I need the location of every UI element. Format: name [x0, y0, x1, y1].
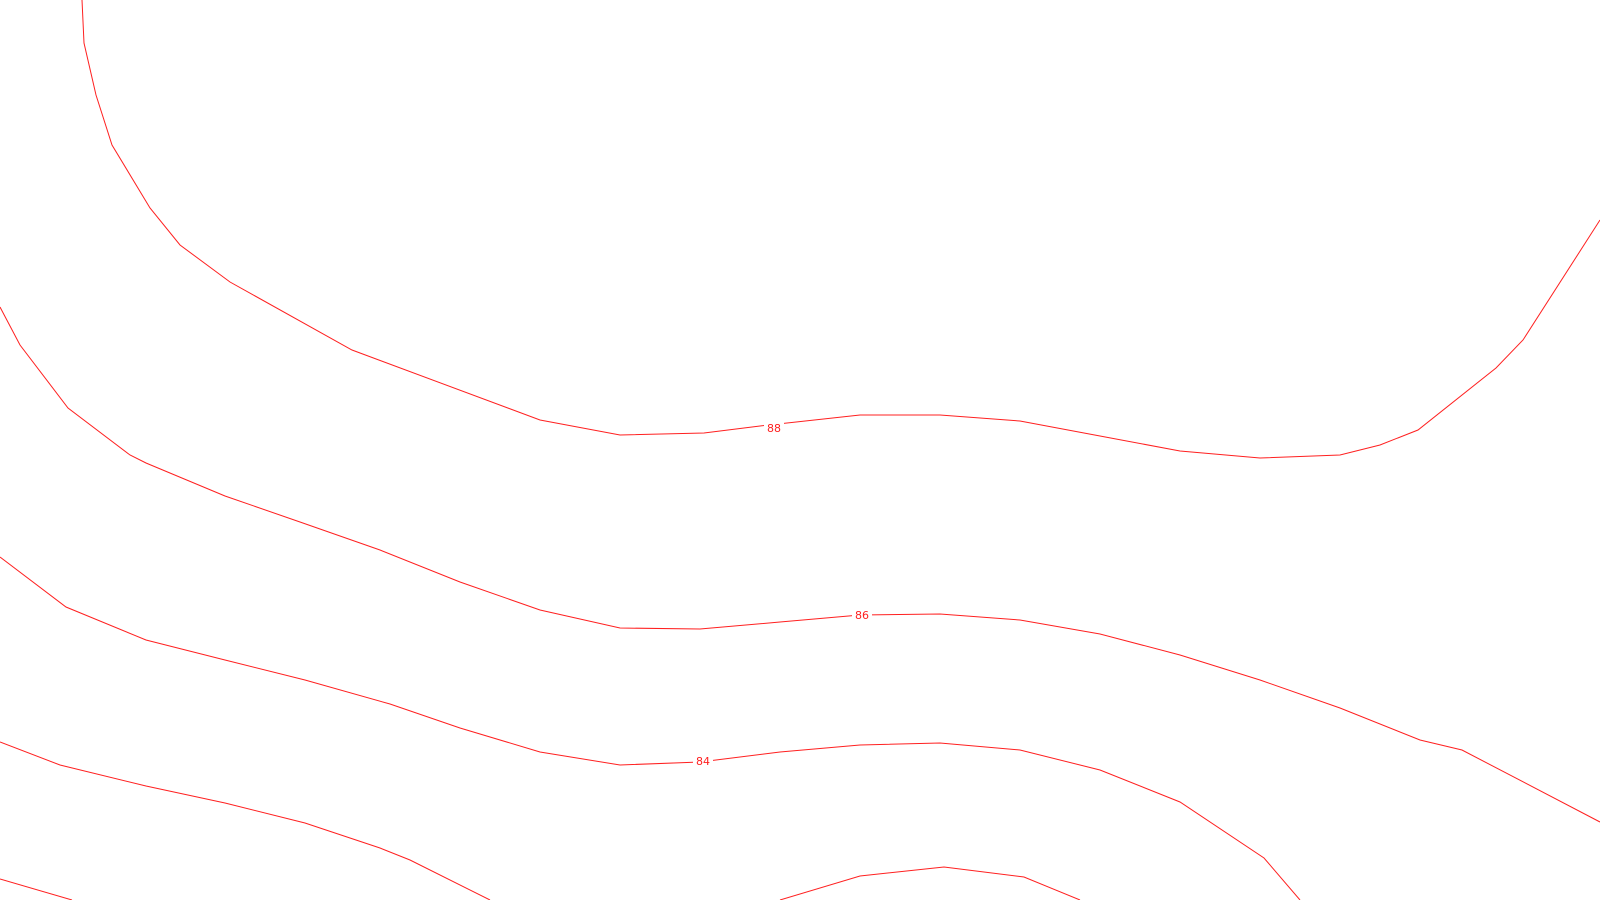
contour-86: 86: [0, 306, 1600, 823]
contour-84: 84: [0, 556, 1301, 900]
contour-88: 88: [81, 0, 1600, 459]
contour-line-84: [0, 556, 1301, 900]
contour-82: [0, 741, 1081, 900]
contour-line-88: [81, 0, 1600, 459]
contour-80: [0, 878, 73, 900]
contour-label-84: 84: [696, 755, 710, 768]
contour-line-86: [0, 306, 1600, 823]
contour-label-86: 86: [855, 609, 869, 622]
contour-line-82-b: [779, 866, 1081, 900]
contour-label-88: 88: [767, 422, 781, 435]
contour-label-bg: [693, 755, 713, 768]
contour-label-bg: [852, 609, 872, 622]
contour-line-82: [0, 741, 491, 900]
contour-line-80: [0, 878, 73, 900]
contour-label-bg: [764, 422, 784, 435]
